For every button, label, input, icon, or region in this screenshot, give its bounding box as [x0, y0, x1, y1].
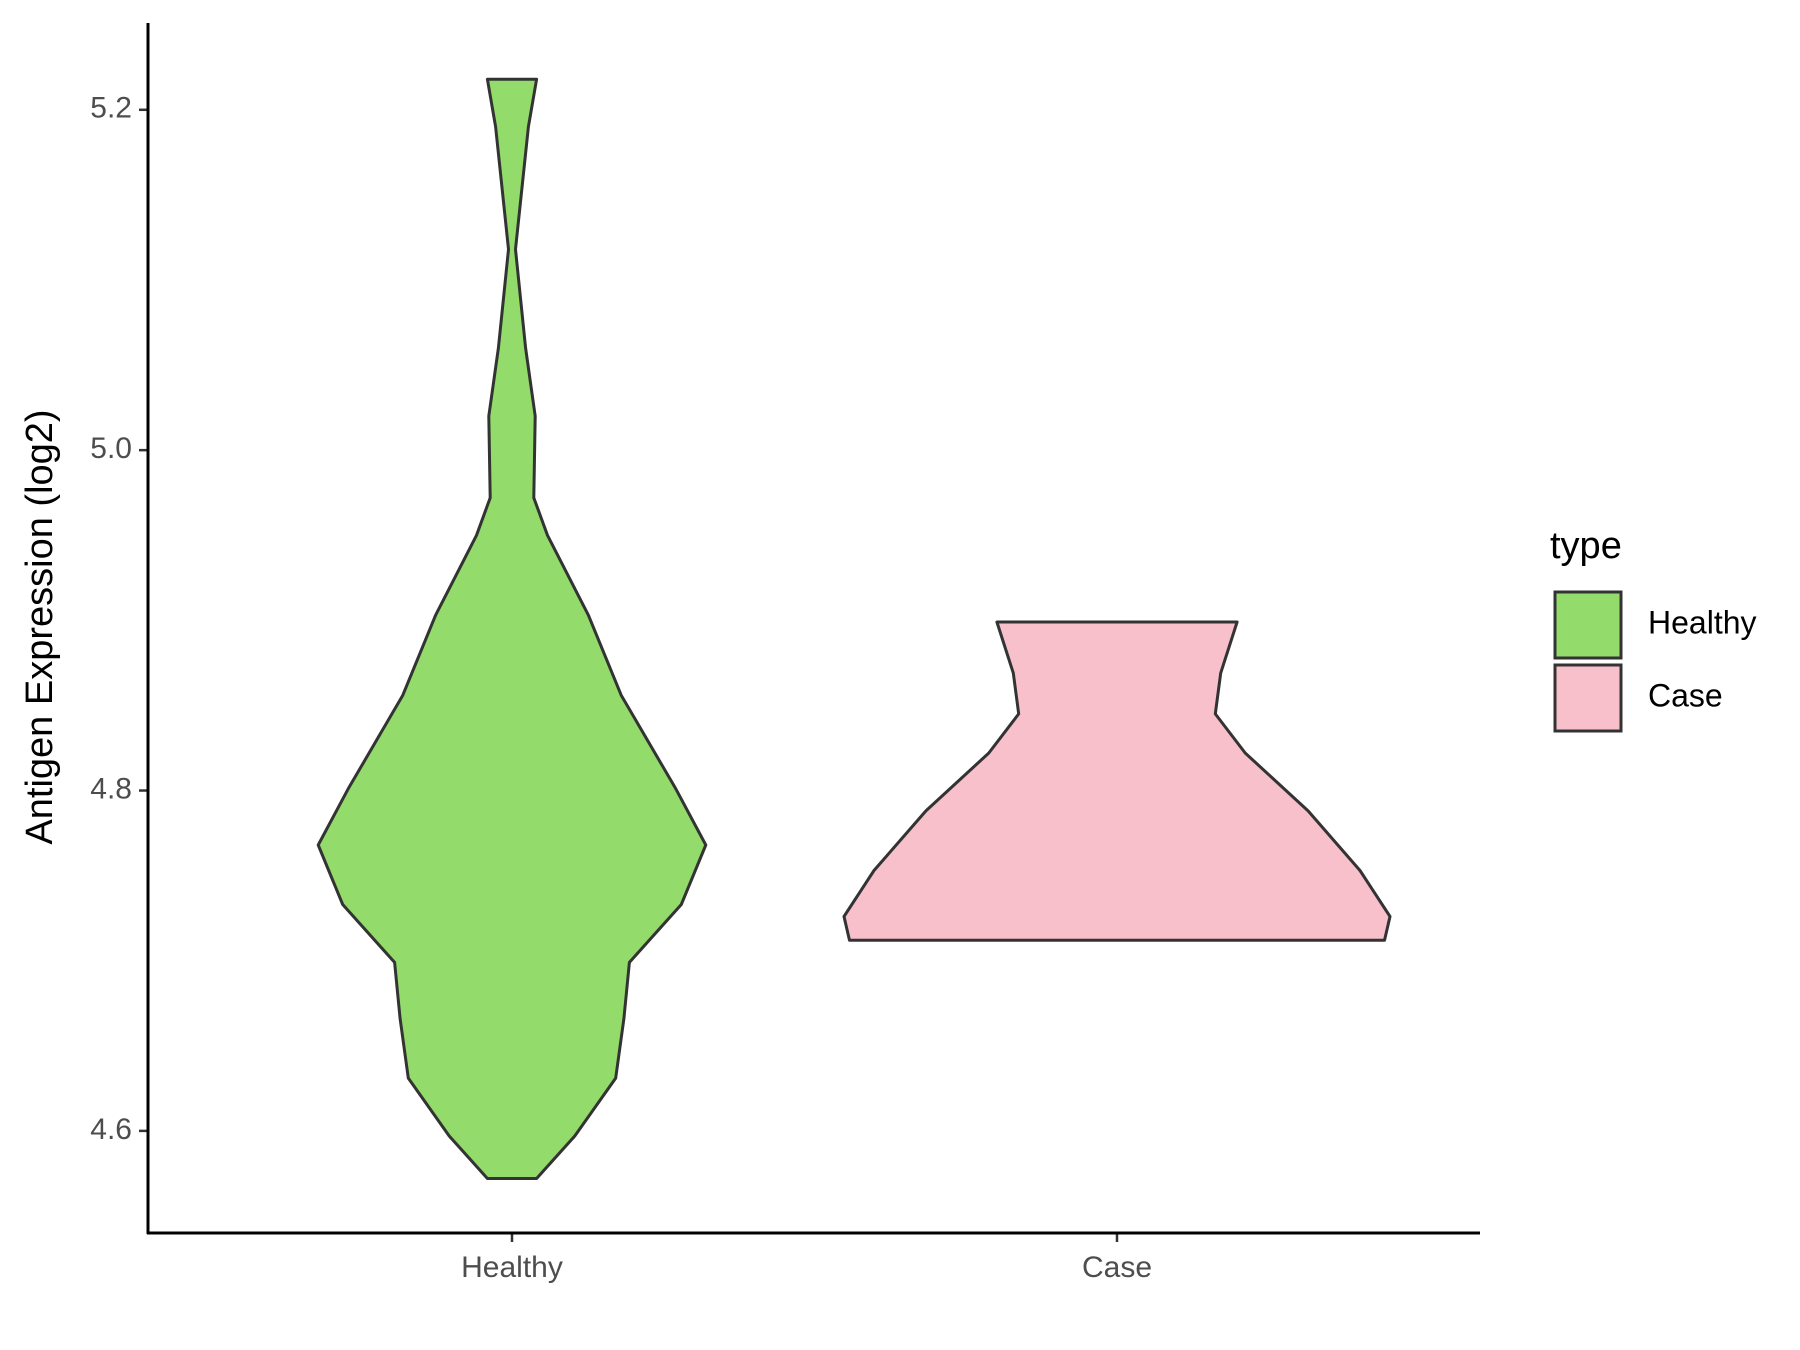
y-tick-label: 4.6	[90, 1113, 132, 1146]
legend-title: type	[1550, 525, 1622, 567]
x-tick-label: Healthy	[461, 1251, 563, 1284]
legend-label: Case	[1648, 677, 1723, 713]
legend-label: Healthy	[1648, 604, 1757, 640]
y-tick-label: 5.0	[90, 432, 132, 465]
y-tick-label: 5.2	[90, 92, 132, 125]
violin	[316, 77, 708, 1180]
y-tick-label: 4.8	[90, 772, 132, 805]
y-axis-label: Antigen Expression (log2)	[19, 409, 61, 844]
x-tick-label: Case	[1082, 1251, 1152, 1284]
legend-key	[1553, 590, 1623, 660]
violin	[842, 620, 1392, 942]
legend-key	[1553, 663, 1623, 733]
